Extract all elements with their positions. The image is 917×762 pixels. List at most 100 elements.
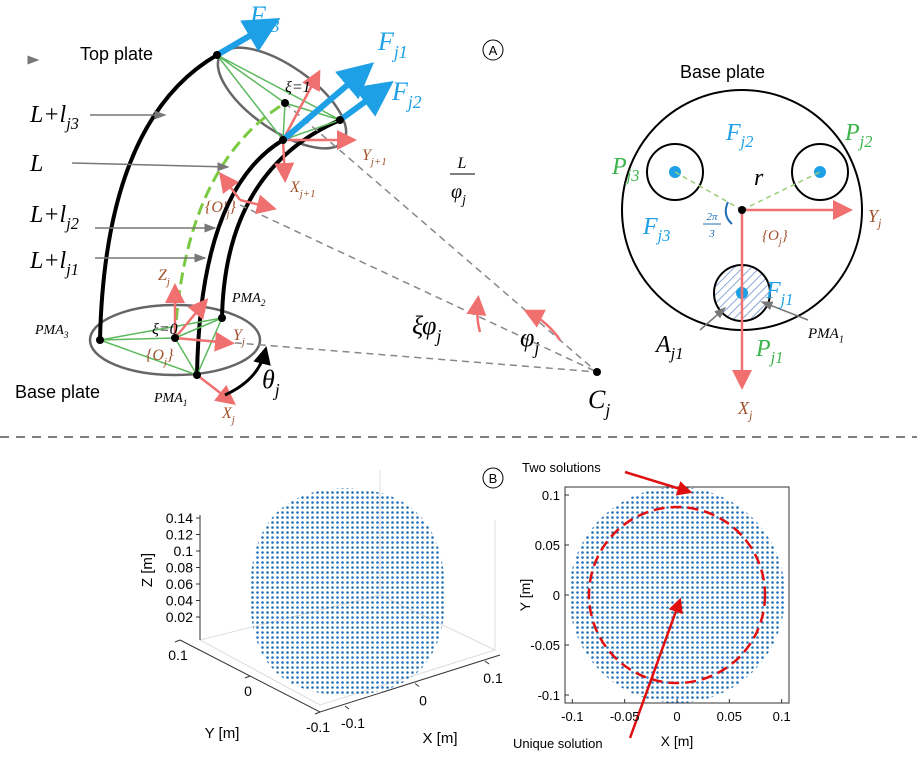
- panel-label: B: [489, 471, 498, 486]
- z-tick-label: 0.12: [166, 527, 193, 543]
- tick-mark: [245, 676, 250, 678]
- math-label: Fj1: [377, 27, 408, 62]
- axis-label: X [m]: [661, 733, 694, 749]
- label-subscript: j1: [769, 348, 784, 367]
- label-main: φ: [520, 323, 534, 352]
- label-main: L+l: [29, 202, 67, 228]
- tick-mark: [485, 661, 489, 664]
- math-label: PMA1: [153, 391, 188, 409]
- math-label: PMA3: [34, 323, 69, 341]
- base-plate-label: Base plate: [15, 382, 100, 402]
- label-subscript: j2: [858, 132, 873, 151]
- y-tick-label: -0.1: [538, 688, 560, 703]
- math-label: Pj2: [844, 120, 872, 151]
- label-subscript: 2: [261, 299, 266, 309]
- label-subscript: 1: [183, 399, 188, 409]
- label-end: }: [229, 199, 236, 216]
- label-main: L: [29, 151, 43, 177]
- x-tick-label: -0.05: [610, 709, 640, 724]
- math-label: PMA1: [807, 326, 844, 346]
- y-tick-label: 0: [553, 588, 560, 603]
- label-subscript: j3: [64, 114, 79, 133]
- math-label: Aj1: [654, 332, 683, 363]
- z-tick-label: 0.08: [166, 560, 193, 576]
- label-main: P: [755, 336, 771, 362]
- y-tick-label: 0.05: [535, 538, 560, 553]
- label-subscript: j2: [64, 214, 79, 233]
- label-main: F: [249, 1, 267, 30]
- fraction-numerator: L: [457, 155, 467, 172]
- label-end: }: [167, 347, 174, 364]
- tick-mark: [175, 640, 180, 642]
- label-main: PMA: [231, 291, 261, 306]
- label-subscript: j: [532, 338, 539, 358]
- math-label: Xj: [221, 405, 235, 426]
- label-main: F: [765, 278, 781, 304]
- x-tick-label: -0.1: [341, 715, 365, 731]
- math-label: θj: [262, 365, 280, 400]
- label-main: PMA: [807, 326, 840, 342]
- math-label: Yj: [868, 206, 882, 230]
- x-tick-label: 0.05: [717, 709, 742, 724]
- label-main: C: [588, 385, 606, 414]
- label-subscript: j+1: [298, 188, 316, 200]
- x-tick-label: 0.1: [773, 709, 791, 724]
- label-subscript: 1: [839, 335, 844, 346]
- panel-a-drawing: [0, 24, 917, 437]
- label-main: A: [654, 332, 671, 358]
- math-label: Fj3: [642, 214, 670, 245]
- label-subscript: j: [434, 326, 441, 346]
- label-main: {O: [762, 228, 779, 244]
- math-label: L+lj1: [29, 248, 79, 279]
- label-subscript: j2: [406, 92, 422, 112]
- math-label: Pj1: [755, 336, 783, 367]
- figure: Fj3Fj1Fj2ξ=1Yj+1Xj+1{O′j}ZjYjξ=0{Oj}PMA3…: [0, 0, 917, 757]
- math-label: Xj: [737, 398, 753, 422]
- z-tick-label: 0.02: [166, 609, 193, 625]
- math-label: r: [754, 165, 764, 191]
- label-main: {O′: [205, 199, 227, 216]
- math-label: L+lj2: [29, 202, 79, 233]
- fraction-denominator: 3: [708, 228, 715, 240]
- x-tick-label: -0.1: [561, 709, 583, 724]
- label-main: ξ=0: [152, 321, 178, 338]
- label-subscript: j3: [264, 16, 280, 36]
- label-main: F: [725, 120, 741, 146]
- label-main: F: [642, 214, 658, 240]
- label-main: θ: [262, 365, 275, 394]
- axis-label: Y [m]: [205, 725, 240, 742]
- axis-label: X [m]: [422, 730, 457, 747]
- math-label: Cj: [588, 385, 610, 420]
- label-main: L+l: [29, 102, 67, 128]
- y-tick-label: 0.1: [542, 488, 560, 503]
- y-tick-label: -0.05: [530, 638, 560, 653]
- tick-mark: [415, 684, 419, 687]
- label-subscript: 3: [63, 331, 69, 341]
- label-main: L+l: [29, 248, 67, 274]
- math-label: φj: [520, 323, 539, 358]
- label-subscript: j: [603, 400, 610, 420]
- math-label: Fj2: [391, 77, 422, 112]
- x-tick-label: 0.1: [483, 670, 503, 686]
- z-tick-label: 0.1: [174, 543, 194, 559]
- math-label: Yj+1: [362, 147, 387, 168]
- label-end: }: [782, 228, 788, 244]
- label-subscript: j1: [669, 344, 684, 363]
- y-tick-label: -0.1: [306, 719, 330, 735]
- label-subscript: j3: [656, 226, 671, 245]
- math-label: ξφj: [412, 311, 441, 346]
- label-main: φ: [451, 181, 462, 203]
- label-main: PMA: [153, 391, 183, 406]
- math-label: Zj: [158, 267, 170, 288]
- math-label: {Oj}: [762, 228, 788, 248]
- fraction-numerator: 2π: [706, 211, 718, 223]
- math-label: PMA2: [231, 291, 266, 309]
- axis-label: Y [m]: [517, 579, 533, 611]
- math-label: L: [29, 151, 43, 177]
- label-subscript: j: [273, 380, 280, 400]
- math-label: ξ=1: [285, 79, 311, 96]
- x-tick-label: 0: [419, 693, 427, 709]
- top-plate-label: Top plate: [80, 44, 153, 64]
- y-tick-label: 0.1: [168, 647, 188, 663]
- math-label: ξ=0: [152, 321, 178, 338]
